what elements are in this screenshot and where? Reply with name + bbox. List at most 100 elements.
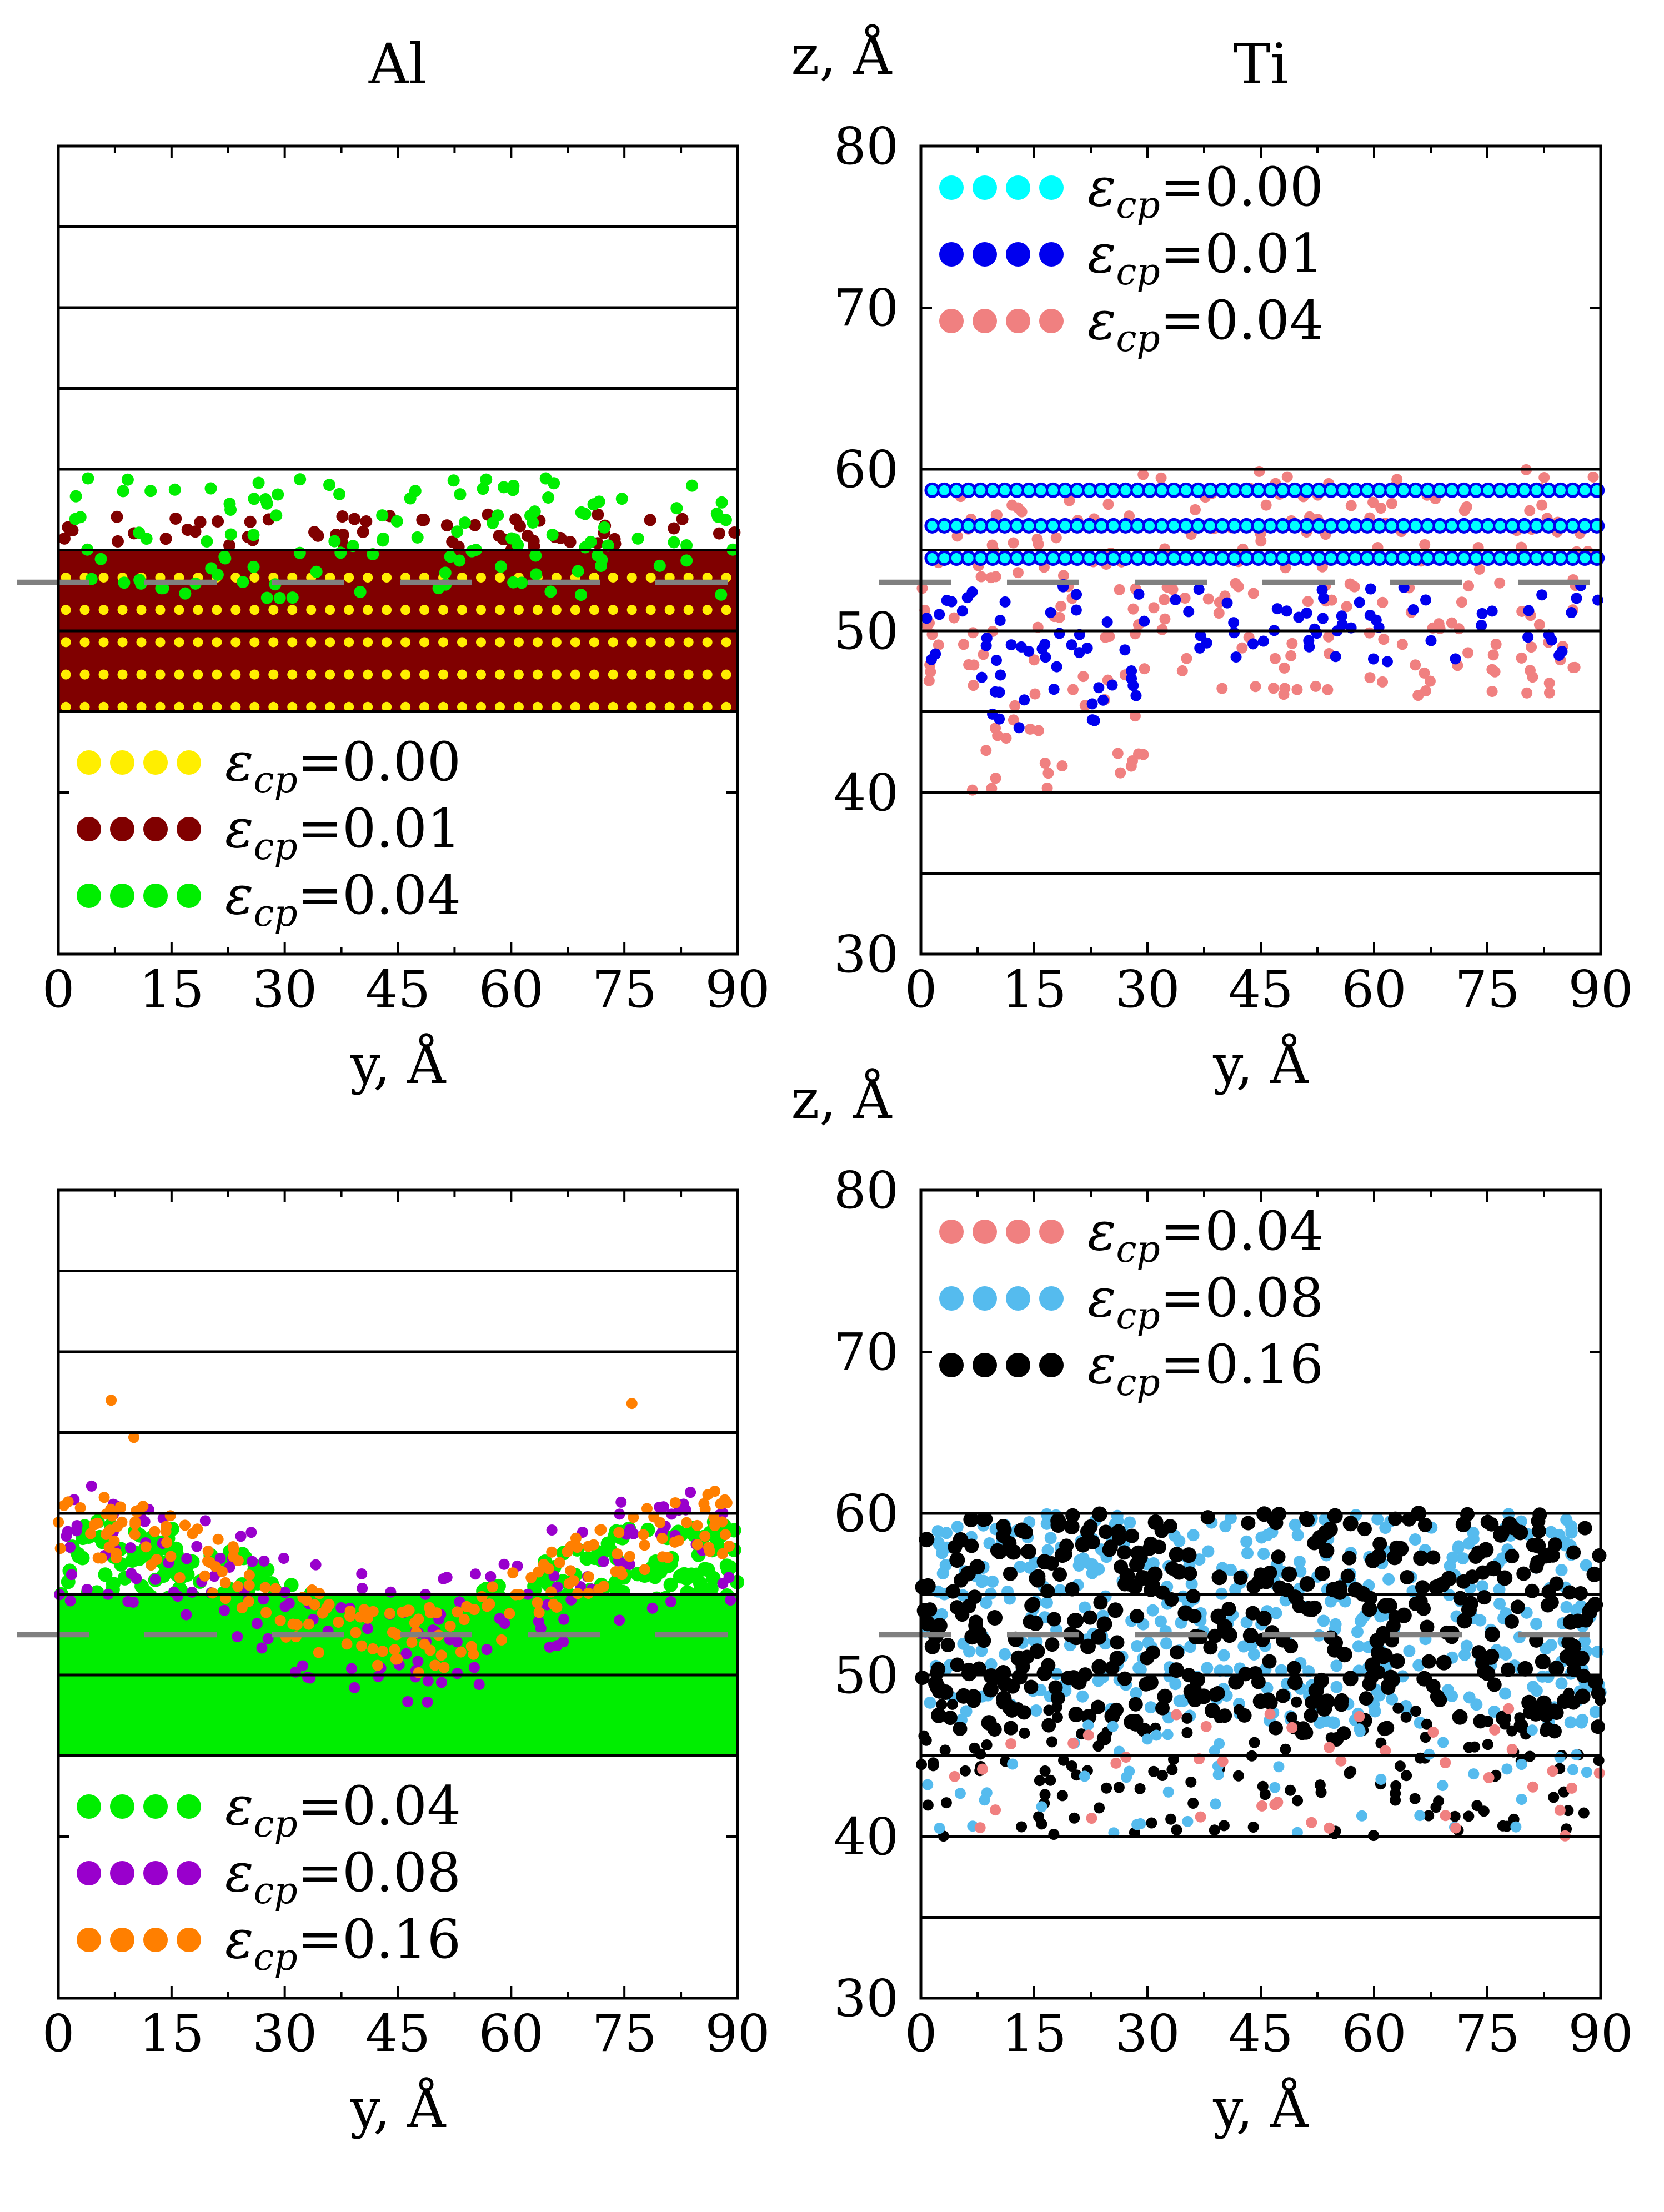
point-eps-0.00: [457, 605, 468, 615]
point-eps-0.04: [1489, 1724, 1501, 1736]
point-eps-0.00: [174, 637, 184, 648]
point-eps-0.04: [990, 1804, 1001, 1816]
point-eps-0.04: [670, 502, 683, 515]
point-eps-0.04: [1068, 1707, 1084, 1723]
point-eps-0.08: [186, 1586, 198, 1598]
point-eps-0.04: [542, 491, 555, 504]
point-eps-0.01: [987, 708, 999, 720]
legend-marker: [1039, 309, 1064, 333]
point-eps-0.04: [1336, 1647, 1352, 1663]
point-eps-0.16: [341, 1638, 353, 1650]
point-eps-0.01: [1425, 635, 1437, 646]
point-eps-0.04: [1107, 1602, 1124, 1618]
point-eps-0.04: [963, 1512, 979, 1528]
point-eps-0.01: [1139, 615, 1150, 627]
point-eps-0.16: [691, 1519, 703, 1531]
point-eps-0.08: [1330, 1681, 1343, 1693]
legend-entry: εcp=0.04: [939, 1200, 1324, 1271]
point-eps-0.04: [628, 1596, 643, 1611]
point-eps-0.04: [1587, 1673, 1603, 1689]
point-eps-0.08: [499, 1617, 510, 1629]
point-eps-0.08: [1291, 1529, 1304, 1542]
point-eps-0.04: [1312, 1529, 1328, 1546]
point-eps-0.04: [1536, 499, 1548, 511]
point-eps-0.08: [685, 1487, 696, 1498]
point-eps-0.04: [1462, 647, 1474, 659]
point-eps-0.04: [1566, 1545, 1581, 1560]
point-eps-0.16: [202, 1556, 213, 1567]
y-tick-label: 30: [834, 925, 899, 984]
point-eps-0.04: [1364, 627, 1375, 639]
point-eps-0.04: [1264, 1708, 1276, 1720]
point-eps-0.04: [497, 481, 510, 494]
point-eps-0.16: [106, 1395, 117, 1406]
point-eps-0.04: [1455, 1517, 1471, 1533]
point-eps-0.16: [98, 1492, 110, 1503]
point-eps-0.00: [1338, 485, 1349, 495]
point-eps-0.04: [1342, 1551, 1357, 1566]
point-eps-0.04: [1285, 650, 1297, 661]
point-eps-0.08: [435, 1677, 447, 1688]
point-eps-0.00: [1580, 520, 1590, 531]
x-axis-label: y, Å: [350, 1034, 447, 1096]
legend-label: εcp=0.08: [1087, 1267, 1324, 1337]
point-eps-0.04: [1024, 1598, 1039, 1613]
point-eps-0.04: [1506, 1744, 1518, 1755]
point-eps-0.08: [62, 1526, 73, 1537]
point-eps-0.16: [1058, 1754, 1070, 1766]
point-eps-0.00: [230, 701, 241, 712]
point-eps-0.04: [223, 498, 236, 510]
point-eps-0.04: [1417, 1517, 1432, 1532]
point-eps-0.00: [382, 572, 392, 583]
point-eps-0.04: [1155, 472, 1167, 484]
point-eps-0.04: [121, 473, 134, 486]
point-eps-0.01: [921, 613, 933, 624]
point-eps-0.16: [691, 1539, 703, 1551]
point-eps-0.01: [1228, 627, 1240, 639]
point-eps-0.04: [680, 539, 693, 552]
point-eps-0.04: [1124, 1714, 1140, 1730]
point-eps-0.00: [551, 605, 562, 615]
x-tick-label: 30: [252, 960, 317, 1019]
point-eps-0.04: [117, 485, 129, 498]
point-eps-0.04: [1186, 1589, 1201, 1604]
point-eps-0.04: [1064, 1519, 1080, 1535]
point-eps-0.08: [1499, 1687, 1512, 1700]
point-eps-0.16: [703, 1542, 715, 1553]
point-eps-0.04: [715, 588, 728, 601]
point-eps-0.16: [1051, 1712, 1063, 1723]
point-eps-0.00: [1422, 553, 1433, 564]
point-eps-0.00: [98, 701, 109, 712]
point-eps-0.04: [1517, 1661, 1533, 1677]
point-eps-0.00: [927, 485, 938, 495]
point-eps-0.16: [259, 1582, 271, 1593]
point-eps-0.00: [951, 485, 961, 495]
point-eps-0.08: [335, 1602, 347, 1613]
point-eps-0.08: [412, 1656, 424, 1667]
point-eps-0.04: [1077, 671, 1089, 683]
point-eps-0.04: [920, 1578, 936, 1594]
point-eps-0.04: [948, 612, 960, 624]
point-eps-0.16: [1285, 1784, 1296, 1796]
point-eps-0.08: [977, 1574, 990, 1587]
legend-marker: [177, 884, 201, 908]
point-eps-0.08: [1527, 1681, 1540, 1693]
point-eps-0.04: [1112, 748, 1124, 759]
point-eps-0.16: [1345, 1765, 1357, 1777]
point-eps-0.16: [413, 1613, 424, 1625]
point-eps-0.04: [1419, 539, 1431, 550]
point-eps-0.04: [1041, 1718, 1056, 1733]
point-eps-0.00: [1314, 553, 1324, 564]
point-eps-0.08: [1240, 1535, 1253, 1548]
point-eps-0.01: [999, 596, 1011, 608]
legend-marker: [77, 1928, 101, 1952]
point-eps-0.00: [1036, 520, 1046, 531]
point-eps-0.00: [1060, 553, 1070, 564]
point-eps-0.00: [1567, 553, 1578, 564]
point-eps-0.16: [114, 1501, 126, 1513]
point-eps-0.04: [1110, 1635, 1125, 1650]
point-eps-0.01: [1086, 698, 1098, 710]
point-eps-0.04: [1247, 588, 1259, 599]
point-eps-0.16: [1247, 1821, 1259, 1833]
point-eps-0.08: [628, 1528, 639, 1539]
